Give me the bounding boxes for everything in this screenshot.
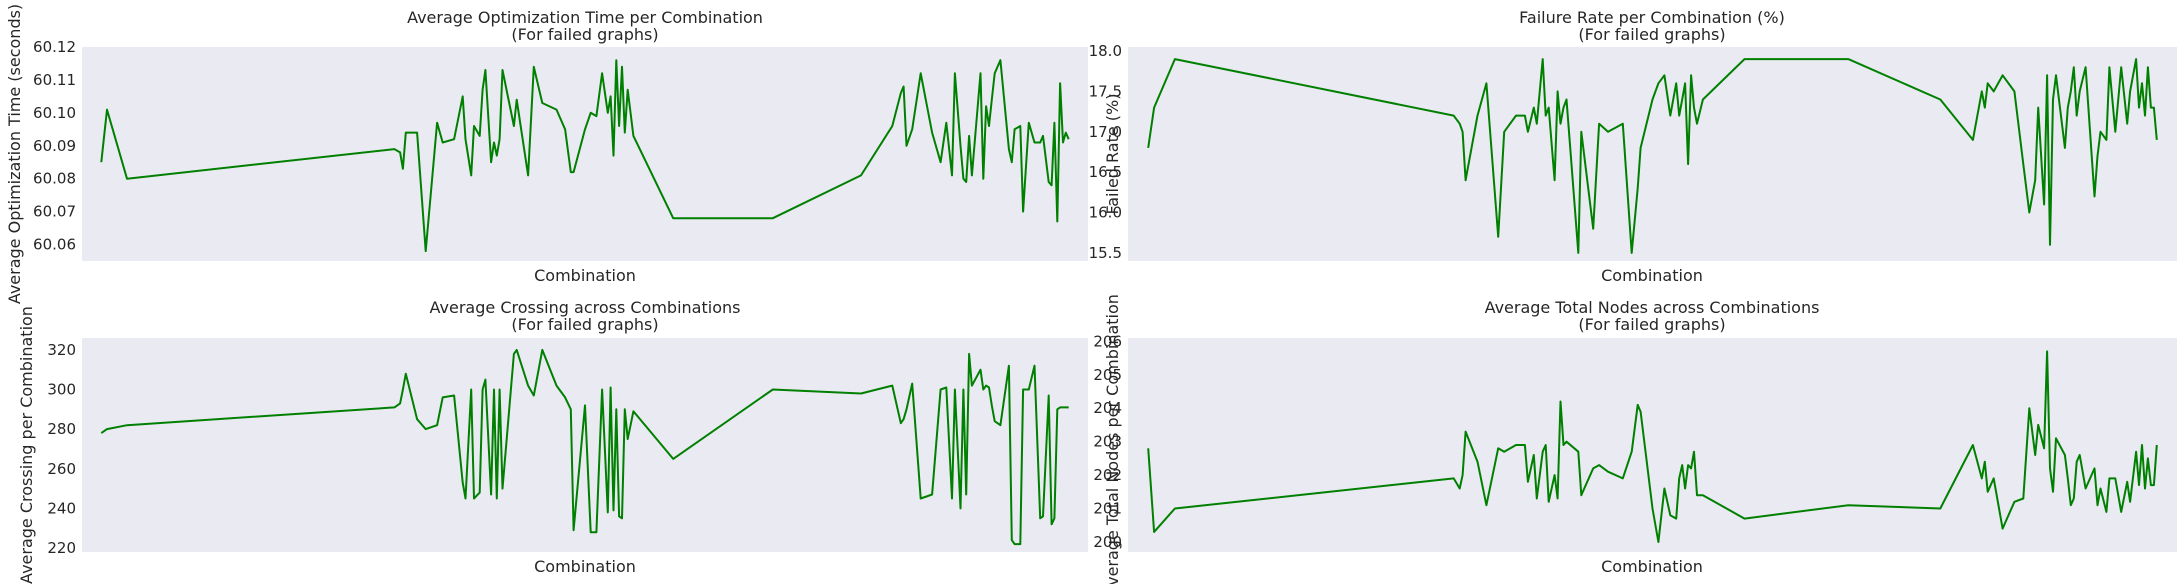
y-tick-label: 60.07 xyxy=(33,203,76,221)
y-tick-label: 60.06 xyxy=(33,236,76,254)
chart-subtitle: (For failed graphs) xyxy=(1578,25,1725,44)
y-tick-label: 16.5 xyxy=(1089,163,1122,181)
y-tick-label: 60.11 xyxy=(33,71,76,89)
y-tick-label: 320 xyxy=(47,341,76,359)
chart-panel-average-crossing: Average Crossing across Combinations (Fo… xyxy=(17,298,1088,584)
x-axis-label: Combination xyxy=(534,266,636,285)
chart-subtitle: (For failed graphs) xyxy=(511,25,658,44)
y-axis-label: Average Optimization Time (seconds) xyxy=(5,4,24,304)
x-axis-label: Combination xyxy=(1601,266,1703,285)
y-axis-label: Average Crossing per Combination xyxy=(17,306,36,584)
y-axis-label: Failed Rate (%) xyxy=(1103,94,1122,215)
series-line xyxy=(100,59,1070,253)
y-tick-labels: 15.5 16.0 16.5 17.0 17.5 18.0 xyxy=(1089,42,1122,262)
y-tick-label: 240 xyxy=(47,499,76,517)
y-tick-label: 200 xyxy=(1093,533,1122,551)
plot-area xyxy=(82,338,1088,552)
chart-title: Average Total Nodes across Combinations xyxy=(1485,298,1820,317)
x-axis-label: Combination xyxy=(1601,557,1703,576)
y-tick-label: 60.08 xyxy=(33,170,76,188)
chart-title: Failure Rate per Combination (%) xyxy=(1519,8,1785,27)
y-tick-labels: 200 201 202 203 204 205 206 xyxy=(1093,332,1122,551)
y-tick-label: 206 xyxy=(1093,332,1122,350)
y-tick-label: 17.0 xyxy=(1089,123,1122,141)
y-tick-label: 18.0 xyxy=(1089,42,1122,60)
chart-panel-failure-rate: Failure Rate per Combination (%) (For fa… xyxy=(1089,8,2177,285)
plot-area xyxy=(82,47,1088,261)
y-tick-label: 16.0 xyxy=(1089,204,1122,222)
chart-title: Average Crossing across Combinations xyxy=(430,298,741,317)
chart-panel-optimization-time: Average Optimization Time per Combinatio… xyxy=(5,4,1088,304)
plot-area xyxy=(1128,338,2177,552)
y-tick-label: 204 xyxy=(1093,399,1122,417)
chart-subtitle: (For failed graphs) xyxy=(511,315,658,334)
y-tick-label: 202 xyxy=(1093,466,1122,484)
y-tick-label: 15.5 xyxy=(1089,244,1122,262)
y-tick-label: 203 xyxy=(1093,433,1122,451)
y-tick-label: 205 xyxy=(1093,366,1122,384)
y-tick-label: 280 xyxy=(47,420,76,438)
y-tick-labels: 220 240 260 280 300 320 xyxy=(47,341,76,557)
chart-subtitle: (For failed graphs) xyxy=(1578,315,1725,334)
y-tick-label: 220 xyxy=(47,539,76,557)
y-tick-label: 260 xyxy=(47,460,76,478)
y-tick-label: 300 xyxy=(47,381,76,399)
y-tick-labels: 60.06 60.07 60.08 60.09 60.10 60.11 60.12 xyxy=(33,38,76,254)
x-axis-label: Combination xyxy=(534,557,636,576)
plot-area xyxy=(1128,47,2177,261)
y-tick-label: 60.12 xyxy=(33,38,76,56)
y-tick-label: 201 xyxy=(1093,500,1122,518)
y-tick-label: 60.09 xyxy=(33,137,76,155)
series-line xyxy=(1147,350,2158,543)
series-line xyxy=(1147,58,2158,254)
y-tick-label: 60.10 xyxy=(33,104,76,122)
y-axis-label: Average Total Nodes per Combination xyxy=(1103,294,1122,584)
series-line xyxy=(100,348,1069,546)
y-tick-label: 17.5 xyxy=(1089,82,1122,100)
chart-panel-average-total-nodes: Average Total Nodes across Combinations … xyxy=(1093,294,2177,584)
chart-title: Average Optimization Time per Combinatio… xyxy=(407,8,763,27)
